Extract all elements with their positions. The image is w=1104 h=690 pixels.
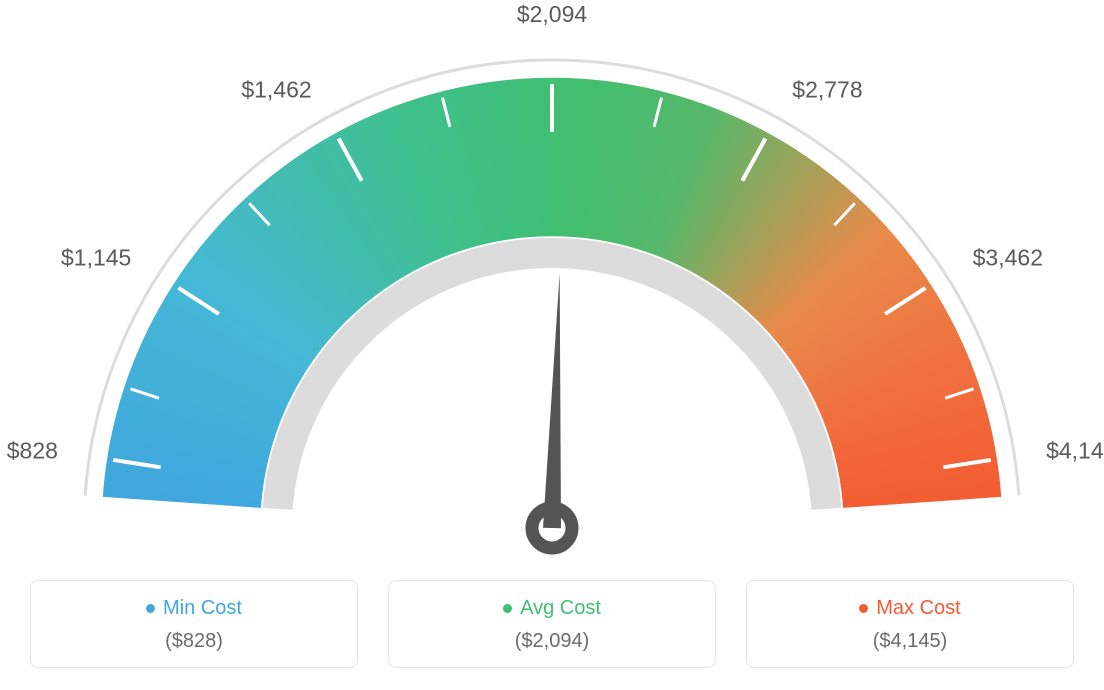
gauge-tick-label: $2,094: [517, 1, 587, 28]
legend-label: Min Cost: [163, 597, 242, 620]
legend-value: ($2,094): [399, 630, 705, 653]
legend-dot-icon: [503, 604, 512, 613]
gauge-tick-label: $3,462: [973, 244, 1043, 271]
legend-card-avg-cost: Avg Cost ($2,094): [388, 580, 716, 668]
legend-card-max-cost: Max Cost ($4,145): [746, 580, 1074, 668]
gauge-tick-label: $1,462: [241, 76, 311, 103]
legend-dot-icon: [859, 604, 868, 613]
legend-label: Avg Cost: [520, 597, 601, 620]
gauge-needle: [543, 273, 561, 528]
gauge-svg: [52, 48, 1052, 608]
gauge-tick-label: $4,145: [1046, 438, 1104, 465]
legend-title: Max Cost: [859, 597, 960, 620]
gauge-tick-label: $828: [7, 438, 58, 465]
legend-label: Max Cost: [876, 597, 960, 620]
legend-row: Min Cost ($828) Avg Cost ($2,094) Max Cost ($…: [0, 580, 1104, 668]
legend-card-min-cost: Min Cost ($828): [30, 580, 358, 668]
gauge-tick-label: $2,778: [792, 76, 862, 103]
legend-value: ($4,145): [757, 630, 1063, 653]
legend-title: Avg Cost: [503, 597, 601, 620]
gauge-chart: $828 $1,145 $1,462 $2,094 $2,778 $3,462 $4,145: [0, 0, 1104, 560]
legend-value: ($828): [41, 630, 347, 653]
legend-title: Min Cost: [146, 597, 242, 620]
gauge-tick-label: $1,145: [61, 244, 131, 271]
legend-dot-icon: [146, 604, 155, 613]
